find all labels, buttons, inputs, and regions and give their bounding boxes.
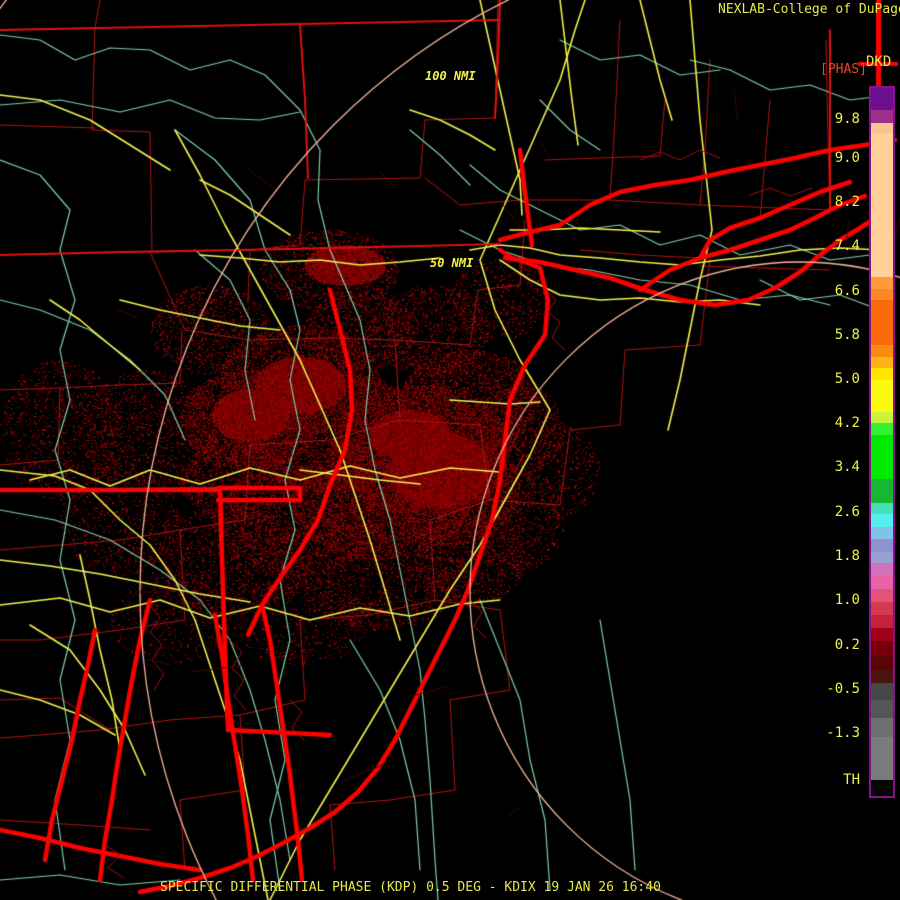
colorbar-swatch xyxy=(871,527,893,539)
colorbar-swatch xyxy=(871,563,893,577)
colorbar-swatch xyxy=(871,641,893,656)
range-ring-50nmi-label: 50 NMI xyxy=(430,256,474,270)
colorbar-swatch xyxy=(871,576,893,590)
colorbar-swatch xyxy=(871,615,893,629)
site-id-label: DKD xyxy=(866,54,892,70)
colorbar-swatch xyxy=(871,779,893,796)
colorbar-swatch xyxy=(871,551,893,564)
colorbar-swatch xyxy=(871,479,893,503)
colorbar-swatch xyxy=(871,288,893,301)
colorbar-swatch xyxy=(871,356,893,369)
colorbar-swatch xyxy=(871,277,893,289)
colorbar-frame xyxy=(869,86,895,798)
colorbar-swatch xyxy=(871,655,893,671)
colorbar-swatch xyxy=(871,717,893,737)
colorbar-swatch xyxy=(871,538,893,552)
colorbar-swatch xyxy=(871,368,893,380)
colorbar-swatch xyxy=(871,589,893,603)
colorbar-swatches xyxy=(871,88,893,796)
colorbar-swatch xyxy=(871,345,893,357)
product-title-bar: SPECIFIC DIFFERENTIAL PHASE (KDP) 0.5 DE… xyxy=(160,880,661,895)
colorbar-swatch xyxy=(871,434,893,480)
product-code-label: [PHAS] xyxy=(820,62,867,77)
colorbar-swatch xyxy=(871,502,893,515)
colorbar-swatch xyxy=(871,628,893,642)
colorbar-swatch xyxy=(871,379,893,412)
colorbar-swatch xyxy=(871,132,893,278)
colorbar-swatch xyxy=(871,300,893,346)
colorbar-swatch xyxy=(871,700,893,718)
colorbar-swatch xyxy=(871,514,893,528)
colorbar-swatch xyxy=(871,122,893,133)
colorbar-swatch xyxy=(871,423,893,435)
range-ring-100nmi-label: 100 NMI xyxy=(425,69,476,83)
colorbar-swatch xyxy=(871,736,893,780)
colorbar-swatch xyxy=(871,602,893,616)
nexlab-credit-label: NEXLAB-College of DuPage R xyxy=(718,2,900,17)
colorbar-swatch xyxy=(871,670,893,684)
colorbar-swatch xyxy=(871,411,893,424)
colorbar-swatch xyxy=(871,109,893,123)
colorbar-swatch xyxy=(871,88,893,110)
colorbar-swatch xyxy=(871,683,893,701)
colorbar[interactable] xyxy=(869,86,895,798)
